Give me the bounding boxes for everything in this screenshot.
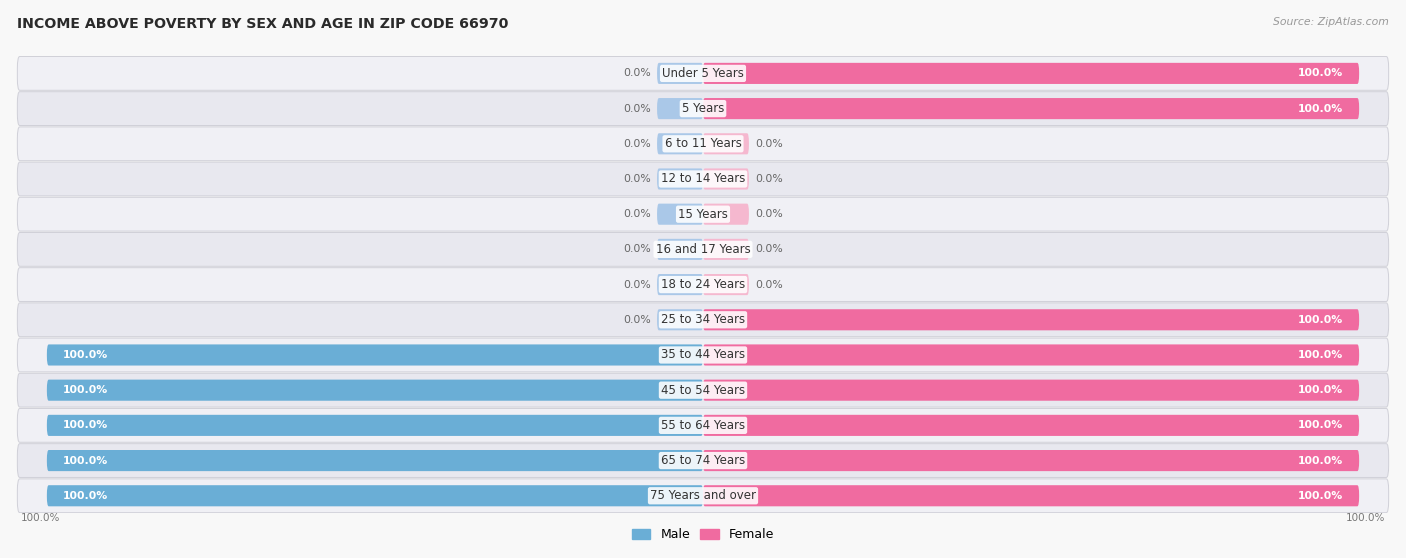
FancyBboxPatch shape: [657, 98, 703, 119]
FancyBboxPatch shape: [703, 379, 1360, 401]
Text: 0.0%: 0.0%: [623, 174, 651, 184]
Text: 0.0%: 0.0%: [623, 139, 651, 149]
Text: 100.0%: 100.0%: [1298, 491, 1343, 501]
Text: 100.0%: 100.0%: [63, 491, 108, 501]
Text: 5 Years: 5 Years: [682, 102, 724, 115]
Text: 0.0%: 0.0%: [755, 139, 783, 149]
Text: 100.0%: 100.0%: [63, 385, 108, 395]
Text: 100.0%: 100.0%: [1298, 455, 1343, 465]
Text: 100.0%: 100.0%: [1298, 104, 1343, 114]
Text: 100.0%: 100.0%: [63, 420, 108, 430]
Text: 0.0%: 0.0%: [623, 104, 651, 114]
FancyBboxPatch shape: [703, 450, 1360, 471]
FancyBboxPatch shape: [703, 485, 1360, 506]
Text: 45 to 54 Years: 45 to 54 Years: [661, 384, 745, 397]
FancyBboxPatch shape: [657, 169, 703, 190]
FancyBboxPatch shape: [17, 92, 1389, 126]
FancyBboxPatch shape: [703, 344, 1360, 365]
FancyBboxPatch shape: [17, 162, 1389, 196]
Text: INCOME ABOVE POVERTY BY SEX AND AGE IN ZIP CODE 66970: INCOME ABOVE POVERTY BY SEX AND AGE IN Z…: [17, 17, 508, 31]
FancyBboxPatch shape: [703, 274, 749, 295]
FancyBboxPatch shape: [657, 133, 703, 155]
Text: Under 5 Years: Under 5 Years: [662, 67, 744, 80]
FancyBboxPatch shape: [17, 198, 1389, 231]
Text: 0.0%: 0.0%: [755, 280, 783, 290]
Text: 0.0%: 0.0%: [755, 209, 783, 219]
Text: 100.0%: 100.0%: [1346, 513, 1385, 523]
FancyBboxPatch shape: [46, 344, 703, 365]
FancyBboxPatch shape: [17, 127, 1389, 161]
Text: 0.0%: 0.0%: [623, 209, 651, 219]
FancyBboxPatch shape: [703, 204, 749, 225]
FancyBboxPatch shape: [703, 239, 749, 260]
FancyBboxPatch shape: [17, 268, 1389, 301]
Text: 0.0%: 0.0%: [623, 69, 651, 78]
FancyBboxPatch shape: [703, 98, 1360, 119]
Text: 0.0%: 0.0%: [623, 315, 651, 325]
Text: 100.0%: 100.0%: [63, 350, 108, 360]
Legend: Male, Female: Male, Female: [627, 523, 779, 546]
FancyBboxPatch shape: [17, 303, 1389, 336]
FancyBboxPatch shape: [46, 415, 703, 436]
Text: 12 to 14 Years: 12 to 14 Years: [661, 172, 745, 185]
FancyBboxPatch shape: [657, 239, 703, 260]
Text: 100.0%: 100.0%: [1298, 350, 1343, 360]
Text: 100.0%: 100.0%: [21, 513, 60, 523]
Text: 100.0%: 100.0%: [1298, 420, 1343, 430]
Text: Source: ZipAtlas.com: Source: ZipAtlas.com: [1274, 17, 1389, 27]
Text: 100.0%: 100.0%: [1298, 69, 1343, 78]
Text: 55 to 64 Years: 55 to 64 Years: [661, 419, 745, 432]
Text: 65 to 74 Years: 65 to 74 Years: [661, 454, 745, 467]
FancyBboxPatch shape: [46, 450, 703, 471]
Text: 35 to 44 Years: 35 to 44 Years: [661, 349, 745, 362]
Text: 100.0%: 100.0%: [1298, 315, 1343, 325]
FancyBboxPatch shape: [657, 309, 703, 330]
Text: 6 to 11 Years: 6 to 11 Years: [665, 137, 741, 150]
FancyBboxPatch shape: [703, 169, 749, 190]
Text: 0.0%: 0.0%: [755, 244, 783, 254]
FancyBboxPatch shape: [657, 204, 703, 225]
FancyBboxPatch shape: [46, 379, 703, 401]
FancyBboxPatch shape: [657, 274, 703, 295]
Text: 0.0%: 0.0%: [755, 174, 783, 184]
Text: 16 and 17 Years: 16 and 17 Years: [655, 243, 751, 256]
Text: 0.0%: 0.0%: [623, 244, 651, 254]
FancyBboxPatch shape: [17, 373, 1389, 407]
FancyBboxPatch shape: [703, 63, 1360, 84]
FancyBboxPatch shape: [17, 56, 1389, 90]
FancyBboxPatch shape: [657, 63, 703, 84]
Text: 25 to 34 Years: 25 to 34 Years: [661, 313, 745, 326]
Text: 15 Years: 15 Years: [678, 208, 728, 220]
Text: 100.0%: 100.0%: [1298, 385, 1343, 395]
FancyBboxPatch shape: [17, 233, 1389, 266]
FancyBboxPatch shape: [17, 338, 1389, 372]
Text: 0.0%: 0.0%: [623, 280, 651, 290]
FancyBboxPatch shape: [703, 309, 1360, 330]
FancyBboxPatch shape: [46, 485, 703, 506]
FancyBboxPatch shape: [703, 415, 1360, 436]
FancyBboxPatch shape: [17, 408, 1389, 442]
FancyBboxPatch shape: [703, 133, 749, 155]
Text: 18 to 24 Years: 18 to 24 Years: [661, 278, 745, 291]
Text: 100.0%: 100.0%: [63, 455, 108, 465]
FancyBboxPatch shape: [17, 444, 1389, 478]
FancyBboxPatch shape: [17, 479, 1389, 513]
Text: 75 Years and over: 75 Years and over: [650, 489, 756, 502]
